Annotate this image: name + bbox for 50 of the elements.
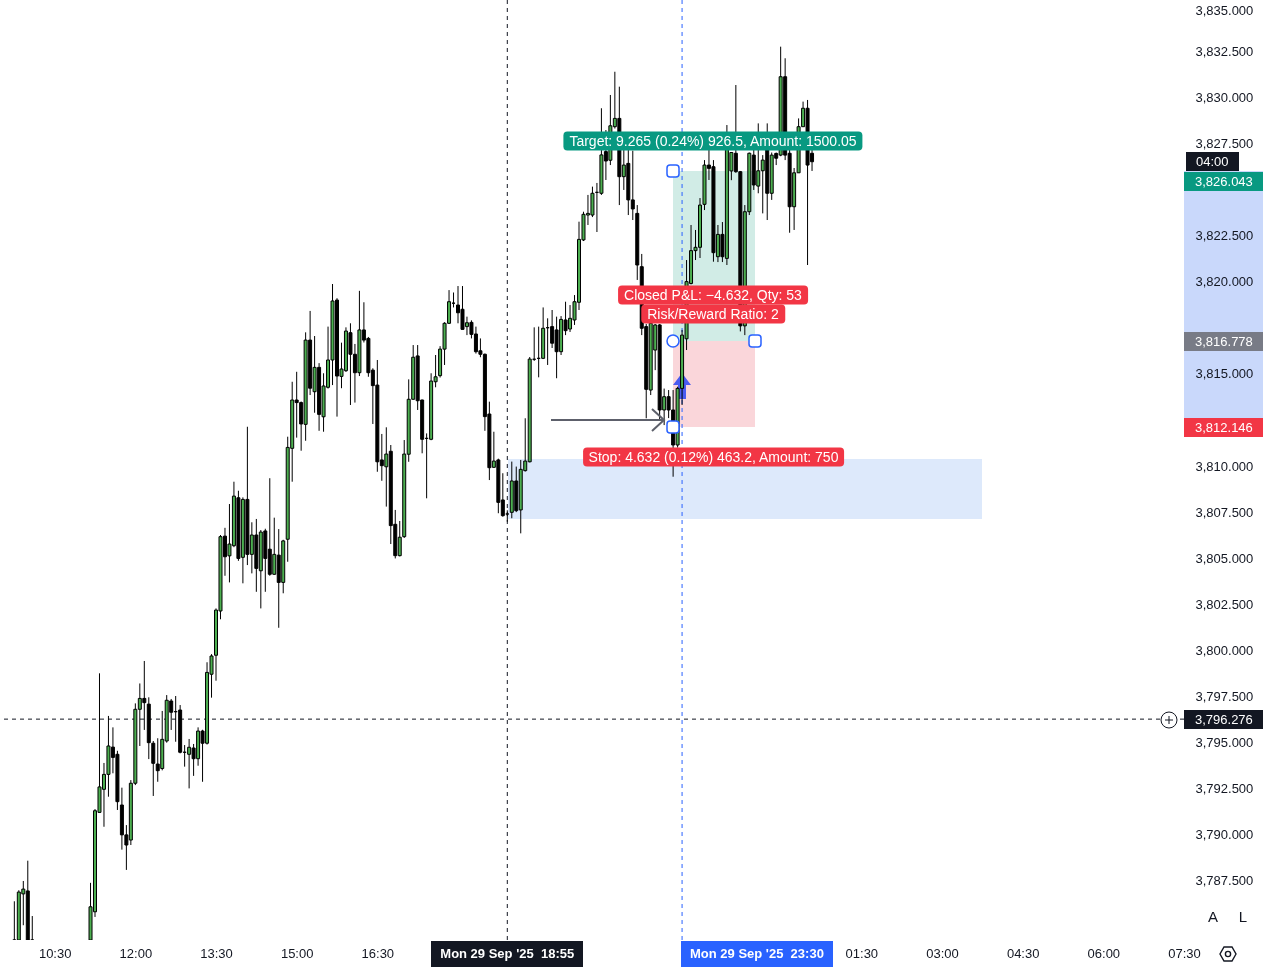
y-tick-label: 3,832.500 (1195, 43, 1254, 59)
candlestick (187, 738, 192, 789)
candlestick (760, 154, 765, 214)
annotation: Stop: 4.632 (0.12%) 463.2, Amount: 750 (582, 447, 845, 467)
candlestick (550, 309, 555, 349)
candlestick (151, 740, 156, 797)
y-tick-label: 3,815.000 (1195, 366, 1254, 382)
y-tick-label: 3,807.500 (1195, 504, 1254, 520)
ref-line-label: 3,796.276 (1184, 709, 1263, 729)
y-tick-label: 3,820.000 (1195, 274, 1254, 290)
y-tick-label: 3,790.000 (1195, 827, 1254, 843)
annotation: Risk/Reward Ratio: 2 (641, 304, 785, 323)
x-tick-label: 12:00 (119, 945, 153, 961)
x-tick-label: 10:30 (38, 945, 72, 961)
x-tick-label: 03:00 (926, 945, 959, 961)
candlestick (155, 737, 160, 783)
x-tick-label: 15:00 (280, 945, 314, 961)
y-tick-label: 3,800.000 (1195, 642, 1254, 658)
y-tick-label: 3,797.500 (1195, 689, 1254, 705)
text: 3,812.146 (1184, 417, 1263, 437)
y-tick-label: 3,822.500 (1195, 228, 1254, 244)
x-tick-label: 01:30 (845, 945, 879, 961)
text: A (1207, 907, 1219, 927)
y-tick-label: 3,805.000 (1195, 550, 1254, 566)
candlestick (460, 285, 465, 331)
y-tick-label: 3,810.000 (1195, 458, 1254, 474)
text: 04:00 (1186, 151, 1239, 171)
text: Mon 29 Sep '25 23:30 (681, 941, 833, 967)
y-tick-label: 3,827.500 (1195, 135, 1254, 151)
ref-line-label: Mon 29 Sep '25 18:55 (431, 941, 584, 967)
y-tick-label: 3,830.000 (1195, 89, 1254, 105)
text: 3,826.043 (1184, 171, 1263, 191)
text: 3,816.778 (1184, 331, 1263, 351)
x-tick-label: 04:30 (1006, 945, 1040, 961)
y-tick-label: 3,795.000 (1195, 735, 1254, 751)
x-tick-label: 13:30 (200, 945, 233, 961)
y-tick-label: 3,835.000 (1195, 3, 1254, 19)
x-tick-label: 06:00 (1087, 945, 1121, 961)
annotation: Closed P&L: −4.632, Qty: 53 (618, 285, 808, 304)
x-tick-label: 16:30 (361, 945, 395, 961)
text: L (1237, 907, 1249, 927)
candlestick (397, 520, 402, 557)
candlestick (142, 660, 147, 731)
candlestick (630, 150, 635, 221)
y-tick-label: 3,787.500 (1195, 873, 1254, 889)
y-tick-label: 3,802.500 (1195, 596, 1254, 612)
x-tick-label: 07:30 (1168, 945, 1201, 961)
candlestick (348, 322, 353, 406)
y-tick-label: 3,792.500 (1195, 781, 1254, 797)
annotation: Target: 9.265 (0.24%) 926.5, Amount: 1500.05 (563, 131, 863, 151)
